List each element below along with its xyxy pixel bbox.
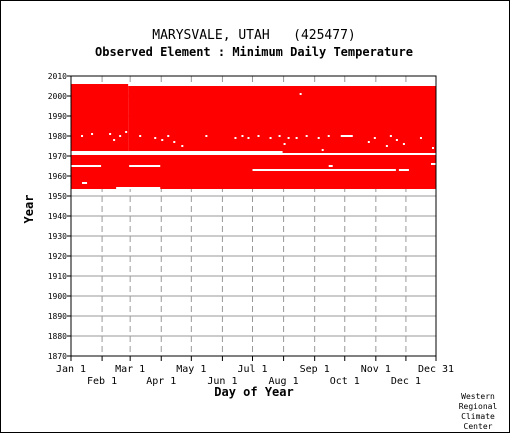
missing-point-2 xyxy=(109,133,112,135)
missing-point-15 xyxy=(247,137,250,139)
y-tick-label-1990: 1990 xyxy=(48,112,67,121)
x-tick-label-2: May 1 xyxy=(176,364,206,375)
missing-segment-0 xyxy=(71,153,436,155)
x-tick-label-minor-0: Feb 1 xyxy=(87,376,117,387)
x-tick-label-minor-4: Oct 1 xyxy=(330,376,360,387)
missing-segment-2 xyxy=(71,165,102,167)
observed-block-0 xyxy=(71,155,436,189)
y-tick-label-1920: 1920 xyxy=(48,252,67,261)
missing-segment-7 xyxy=(328,165,333,167)
credit-line-3: Climate xyxy=(461,412,495,421)
credit-block: Western Regional Climate Center xyxy=(459,392,498,431)
missing-segment-6 xyxy=(252,169,396,171)
missing-point-10 xyxy=(173,141,176,143)
y-tick-label-1890: 1890 xyxy=(48,312,67,321)
missing-segment-9 xyxy=(340,135,353,137)
missing-segment-5 xyxy=(116,187,161,189)
missing-segment-4 xyxy=(82,182,88,184)
missing-point-12 xyxy=(205,135,208,137)
missing-point-28 xyxy=(373,137,376,139)
missing-point-24 xyxy=(317,137,320,139)
y-tick-label-1970: 1970 xyxy=(48,152,67,161)
y-tick-label-1870: 1870 xyxy=(48,352,67,361)
missing-point-17 xyxy=(269,137,272,139)
y-tick-label-1880: 1880 xyxy=(48,332,67,341)
missing-point-31 xyxy=(395,139,398,141)
y-tick-label-1960: 1960 xyxy=(48,172,67,181)
missing-point-9 xyxy=(167,135,170,137)
y-tick-label-1910: 1910 xyxy=(48,272,67,281)
missing-point-26 xyxy=(327,135,330,137)
missing-point-18 xyxy=(278,135,281,137)
missing-point-27 xyxy=(367,141,370,143)
credit-line-2: Regional xyxy=(459,402,498,411)
y-tick-label-1900: 1900 xyxy=(48,292,67,301)
missing-point-5 xyxy=(125,131,128,133)
missing-point-25 xyxy=(321,149,324,151)
y-tick-label-2010: 2010 xyxy=(48,72,67,81)
credit-line-4: Center xyxy=(464,422,493,431)
missing-point-3 xyxy=(113,139,116,141)
missing-point-11 xyxy=(181,145,184,147)
y-tick-label-1930: 1930 xyxy=(48,232,67,241)
missing-segment-1 xyxy=(71,151,283,153)
x-tick-label-minor-2: Jun 1 xyxy=(207,376,237,387)
observed-block-1 xyxy=(71,84,129,153)
x-tick-label-minor-3: Aug 1 xyxy=(269,376,299,387)
missing-point-14 xyxy=(241,135,244,137)
x-tick-label-0: Jan 1 xyxy=(56,364,86,375)
y-tick-label-1940: 1940 xyxy=(48,212,67,221)
x-axis: Jan 1 Mar 1 May 1 Jul 1 Sep 1 Nov 1 Dec 31 Feb … xyxy=(56,356,454,387)
missing-point-8 xyxy=(161,139,164,141)
missing-point-4 xyxy=(119,135,122,137)
x-tick-label-minor-1: Apr 1 xyxy=(146,376,176,387)
missing-point-1 xyxy=(91,133,94,135)
missing-point-34 xyxy=(431,147,434,149)
y-axis-label: Year xyxy=(22,195,36,224)
y-tick-label-1950: 1950 xyxy=(48,192,67,201)
missing-segment-8 xyxy=(398,169,409,171)
chart-title: MARYSVALE, UTAH (425477) xyxy=(152,28,356,43)
missing-point-30 xyxy=(389,135,392,137)
x-axis-label: Day of Year xyxy=(214,385,293,399)
chart-subtitle: Observed Element : Minimum Daily Tempera… xyxy=(95,45,413,59)
x-tick-label-6: Dec 31 xyxy=(418,364,454,375)
x-tick-label-minor-5: Dec 1 xyxy=(391,376,421,387)
missing-point-6 xyxy=(139,135,142,137)
y-tick-label-2000: 2000 xyxy=(48,92,67,101)
credit-line-1: Western xyxy=(461,392,495,401)
missing-point-16 xyxy=(257,135,260,137)
missing-point-19 xyxy=(283,143,286,145)
missing-point-23 xyxy=(305,135,308,137)
missing-segment-3 xyxy=(129,165,161,167)
observed-data-area xyxy=(71,84,436,189)
missing-point-7 xyxy=(154,137,157,139)
missing-point-32 xyxy=(402,143,405,145)
x-tick-label-1: Mar 1 xyxy=(115,364,145,375)
missing-point-29 xyxy=(385,145,388,147)
x-tick-label-4: Sep 1 xyxy=(300,364,330,375)
observed-block-2 xyxy=(128,86,436,153)
y-axis: 1870 1880 1890 1900 1910 1920 1930 1940 1950 1960… xyxy=(48,72,71,361)
y-tick-label-1980: 1980 xyxy=(48,132,67,141)
missing-point-21 xyxy=(295,137,298,139)
missing-data-marks xyxy=(71,93,436,189)
missing-point-13 xyxy=(234,137,237,139)
missing-segment-10 xyxy=(430,163,436,165)
missing-point-0 xyxy=(81,135,84,137)
missing-point-33 xyxy=(419,137,422,139)
missing-point-22 xyxy=(299,93,302,95)
missing-point-20 xyxy=(287,137,290,139)
x-tick-label-3: Jul 1 xyxy=(237,364,267,375)
x-tick-label-5: Nov 1 xyxy=(361,364,391,375)
